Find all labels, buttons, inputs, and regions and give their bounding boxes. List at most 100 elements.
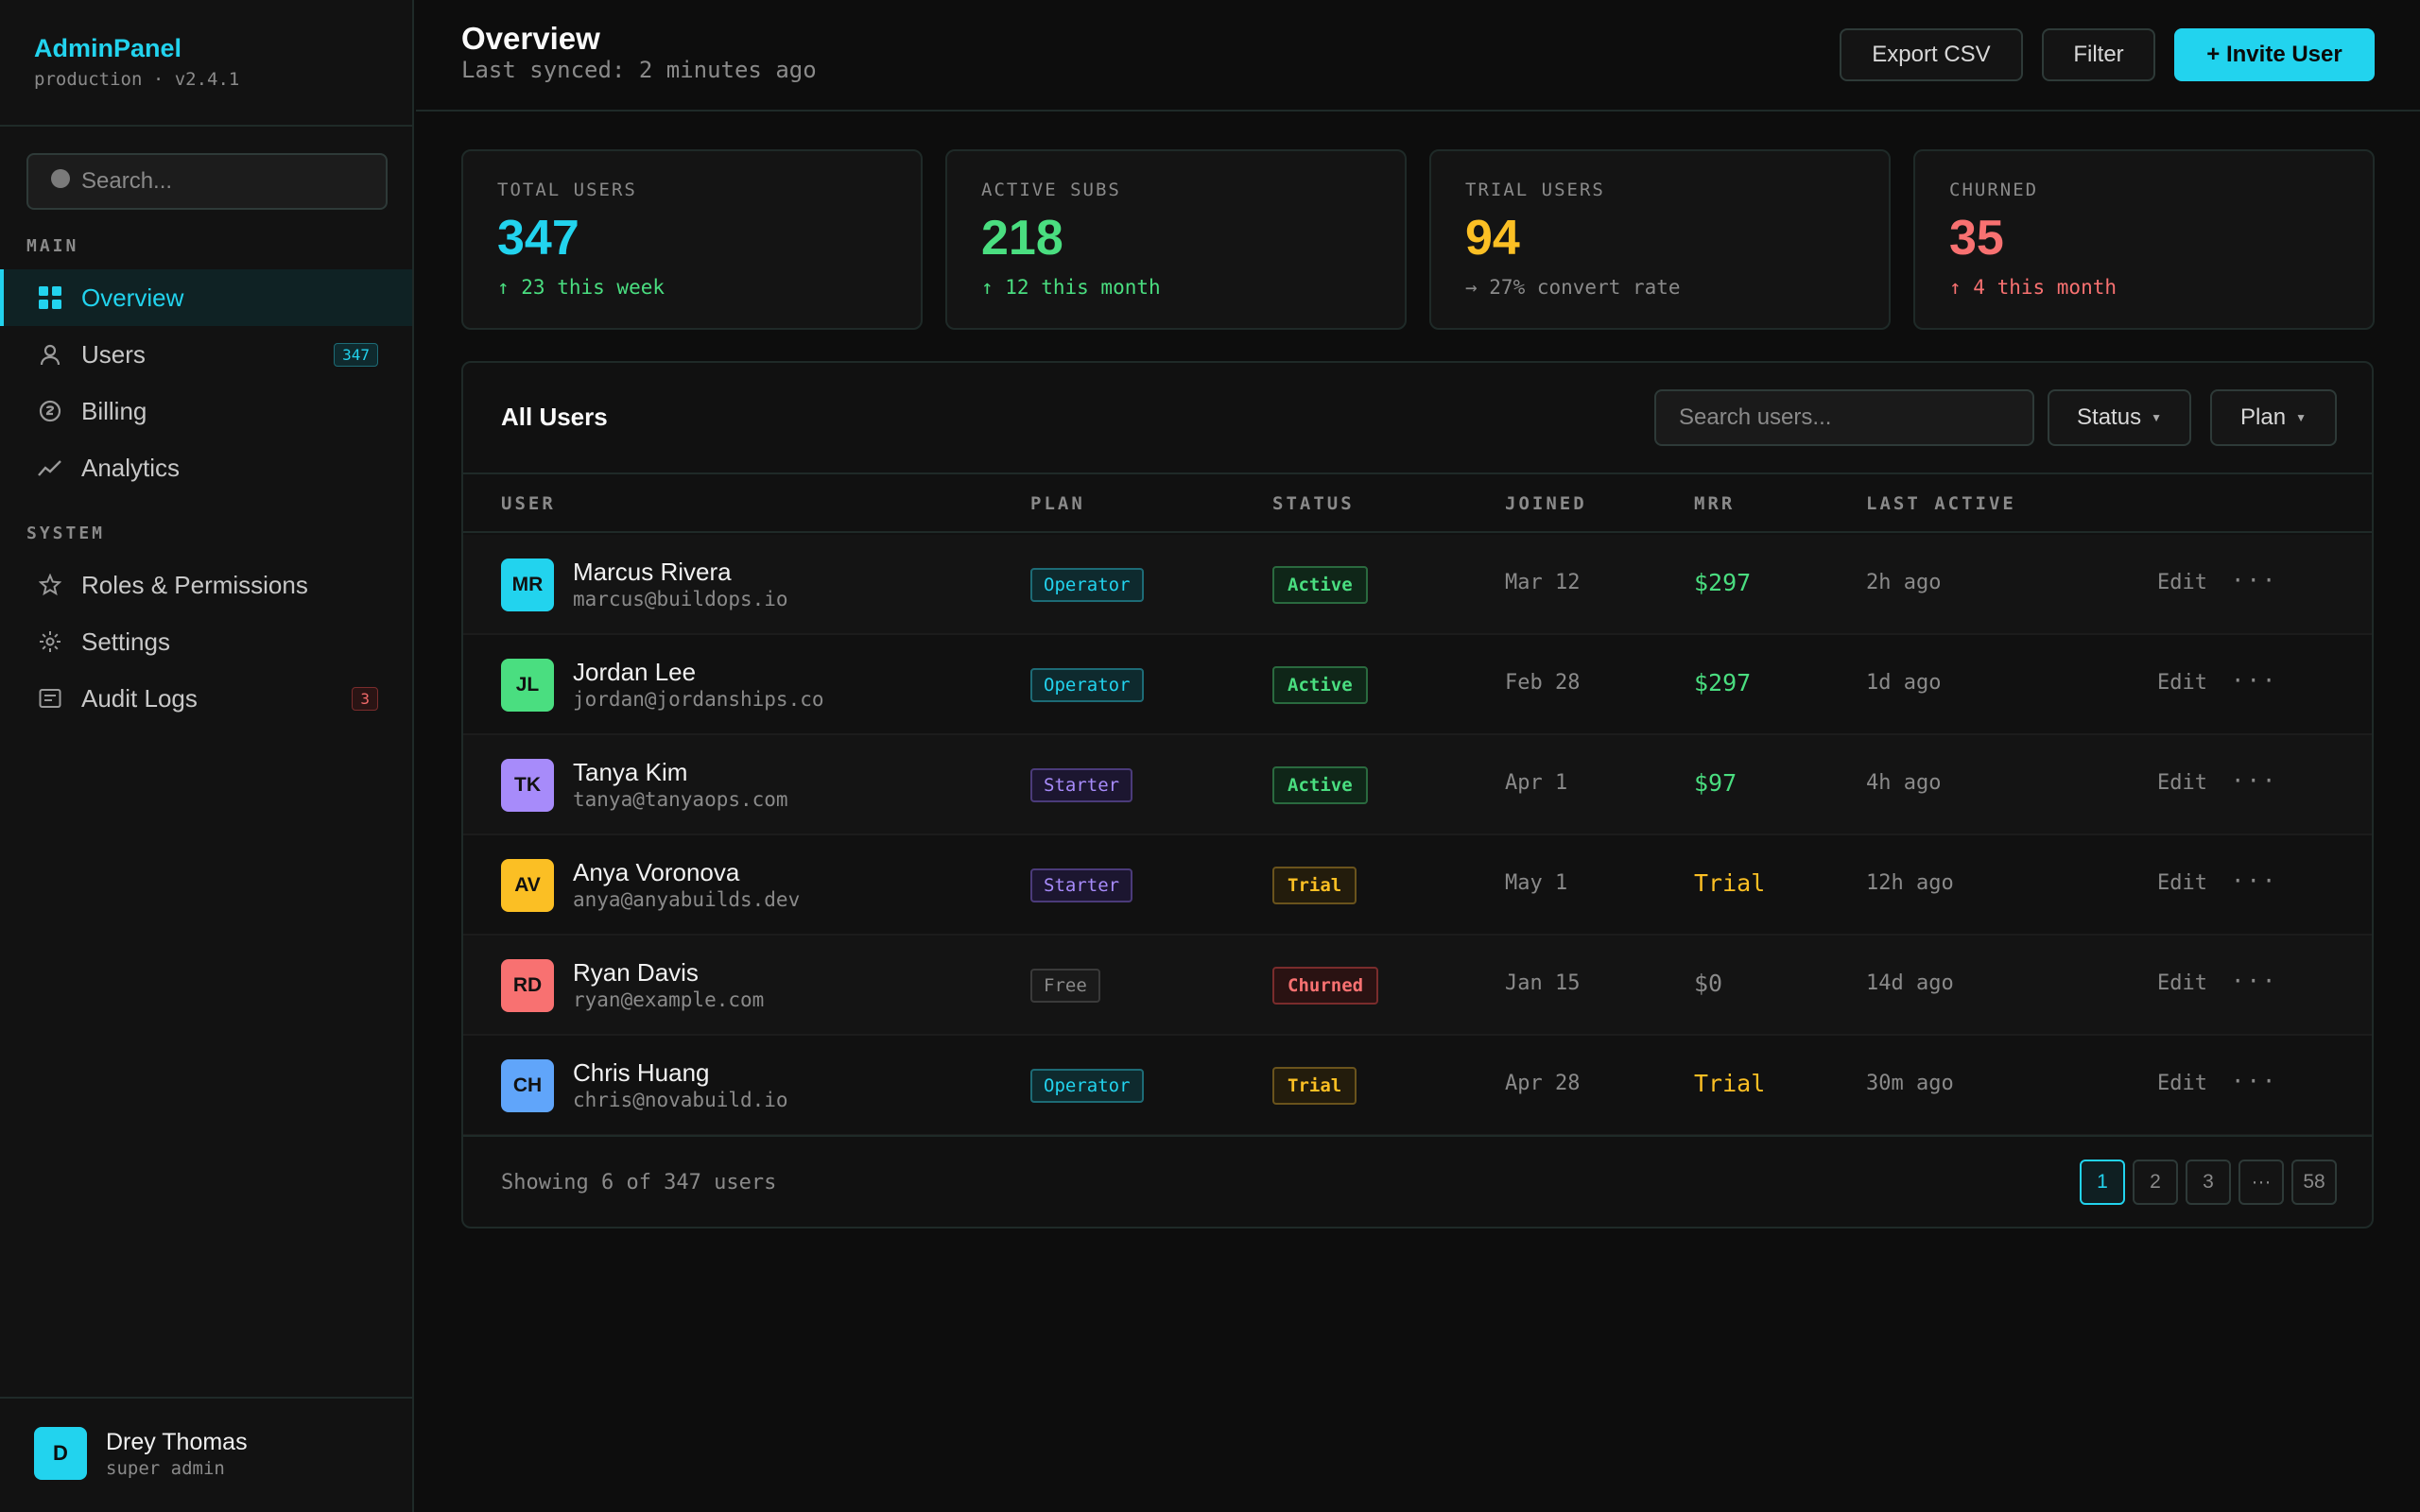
last-active: 2h ago [1866,571,1942,594]
brand-environment: production · v2.4.1 [34,69,240,90]
status-badge: Active [1272,566,1368,604]
sidebar-item-analytics[interactable]: Analytics [0,439,412,496]
more-options-icon[interactable]: ··· [2231,968,2278,994]
table-row[interactable]: MR Marcus Rivera marcus@buildops.io Operato… [463,535,2372,635]
status-filter-dropdown[interactable]: Status ▼ [2048,389,2191,446]
last-active: 1d ago [1866,671,1942,695]
star-icon [38,573,62,597]
sidebar-footer-divider [0,1397,412,1399]
pagination-ellipsis[interactable]: ··· [2238,1160,2284,1205]
stat-value: 94 [1465,211,1520,266]
table-title: All Users [501,403,608,431]
sidebar-item-label: Users [81,339,146,369]
page-title: Overview [461,21,600,56]
joined-date: Jan 15 [1505,971,1581,995]
stat-label: TRIAL USERS [1465,180,1605,200]
sidebar-section-system: SYSTEM [26,524,106,543]
table-row[interactable]: CH Chris Huang chris@novabuild.io Operator T… [463,1036,2372,1136]
last-active: 30m ago [1866,1072,1954,1095]
user-search-input[interactable]: Search users... [1654,389,2034,446]
table-header: USER PLAN STATUS JOINED MRR LAST ACTIVE [463,472,2372,533]
joined-date: May 1 [1505,871,1568,895]
sidebar-item-audit-logs[interactable]: Audit Logs 3 [0,670,412,727]
user-name: Anya Voronova [573,858,740,886]
page-button[interactable]: 58 [2291,1160,2337,1205]
filter-button[interactable]: Filter [2042,28,2155,81]
export-csv-button[interactable]: Export CSV [1840,28,2023,81]
current-user-role: super admin [106,1457,225,1479]
user-email: chris@novabuild.io [573,1089,788,1111]
more-options-icon[interactable]: ··· [2231,1068,2278,1094]
sidebar-item-roles[interactable]: Roles & Permissions [0,557,412,613]
edit-button[interactable]: Edit [2157,971,2207,995]
more-options-icon[interactable]: ··· [2231,667,2278,694]
sync-status: Last synced: 2 minutes ago [461,57,817,83]
more-options-icon[interactable]: ··· [2231,767,2278,794]
sidebar-item-settings[interactable]: Settings [0,613,412,670]
stat-delta: ↑ 4 this month [1949,276,2118,299]
edit-button[interactable]: Edit [2157,771,2207,795]
mrr-value: Trial [1694,869,1766,897]
stat-card: ACTIVE SUBS 218 ↑ 12 this month [945,149,1407,330]
sidebar-item-billing[interactable]: Billing [0,383,412,439]
plan-filter-dropdown[interactable]: Plan ▼ [2210,389,2337,446]
invite-user-button[interactable]: + Invite User [2174,28,2375,81]
edit-button[interactable]: Edit [2157,871,2207,895]
stat-value: 347 [497,211,579,266]
stat-value: 218 [981,211,1063,266]
column-header-joined[interactable]: JOINED [1505,493,1587,514]
last-active: 14d ago [1866,971,1954,995]
joined-date: Apr 1 [1505,771,1568,795]
brand-name: AdminPanel [34,34,182,62]
user-icon [38,342,62,367]
billing-icon [38,399,62,423]
users-table-panel: All Users Search users... Status ▼ Plan ▼ … [461,361,2374,1228]
table-row[interactable]: RD Ryan Davis ryan@example.com Free Churned J… [463,936,2372,1036]
sidebar-search-input[interactable]: Search... [26,153,388,210]
table-row[interactable]: TK Tanya Kim tanya@tanyaops.com Starter Acti… [463,735,2372,835]
column-header-status[interactable]: STATUS [1272,493,1355,514]
search-icon [51,169,70,188]
sidebar-item-users[interactable]: Users 347 [0,326,412,383]
status-badge: Trial [1272,1067,1357,1105]
user-name: Jordan Lee [573,658,697,686]
page-button[interactable]: 3 [2186,1160,2231,1205]
column-header-user[interactable]: USER [501,493,556,514]
page-button[interactable]: 1 [2080,1160,2125,1205]
edit-button[interactable]: Edit [2157,571,2207,594]
sidebar-item-label: Overview [81,283,184,312]
last-active: 12h ago [1866,871,1954,895]
stat-delta: → 27% convert rate [1465,276,1681,299]
column-header-last-active[interactable]: LAST ACTIVE [1866,493,2016,514]
current-user[interactable]: D Drey Thomas super admin [34,1427,248,1480]
more-options-icon[interactable]: ··· [2231,567,2278,593]
joined-date: Feb 28 [1505,671,1581,695]
avatar: D [34,1427,87,1480]
user-email: ryan@example.com [573,988,765,1011]
chevron-down-icon: ▼ [2151,411,2162,424]
avatar: AV [501,859,554,912]
plan-badge: Free [1030,969,1100,1003]
table-row[interactable]: JL Jordan Lee jordan@jordanships.co Operato… [463,635,2372,735]
table-row[interactable]: AV Anya Voronova anya@anyabuilds.dev Starte… [463,835,2372,936]
sidebar-item-label: Billing [81,396,147,425]
edit-button[interactable]: Edit [2157,671,2207,695]
status-badge: Churned [1272,967,1379,1005]
page-button[interactable]: 2 [2133,1160,2178,1205]
sidebar-divider [0,125,412,127]
last-active: 4h ago [1866,771,1942,795]
avatar: JL [501,659,554,712]
current-user-name: Drey Thomas [106,1428,248,1455]
edit-button[interactable]: Edit [2157,1072,2207,1095]
mrr-value: $97 [1694,769,1737,797]
stat-delta: ↑ 12 this month [981,276,1161,299]
column-header-plan[interactable]: PLAN [1030,493,1085,514]
avatar: TK [501,759,554,812]
avatar: MR [501,558,554,611]
user-name: Ryan Davis [573,958,699,987]
column-header-mrr[interactable]: MRR [1694,493,1736,514]
more-options-icon[interactable]: ··· [2231,868,2278,894]
stat-value: 35 [1949,211,2004,266]
sidebar-item-overview[interactable]: Overview [0,269,412,326]
gear-icon [38,629,62,654]
